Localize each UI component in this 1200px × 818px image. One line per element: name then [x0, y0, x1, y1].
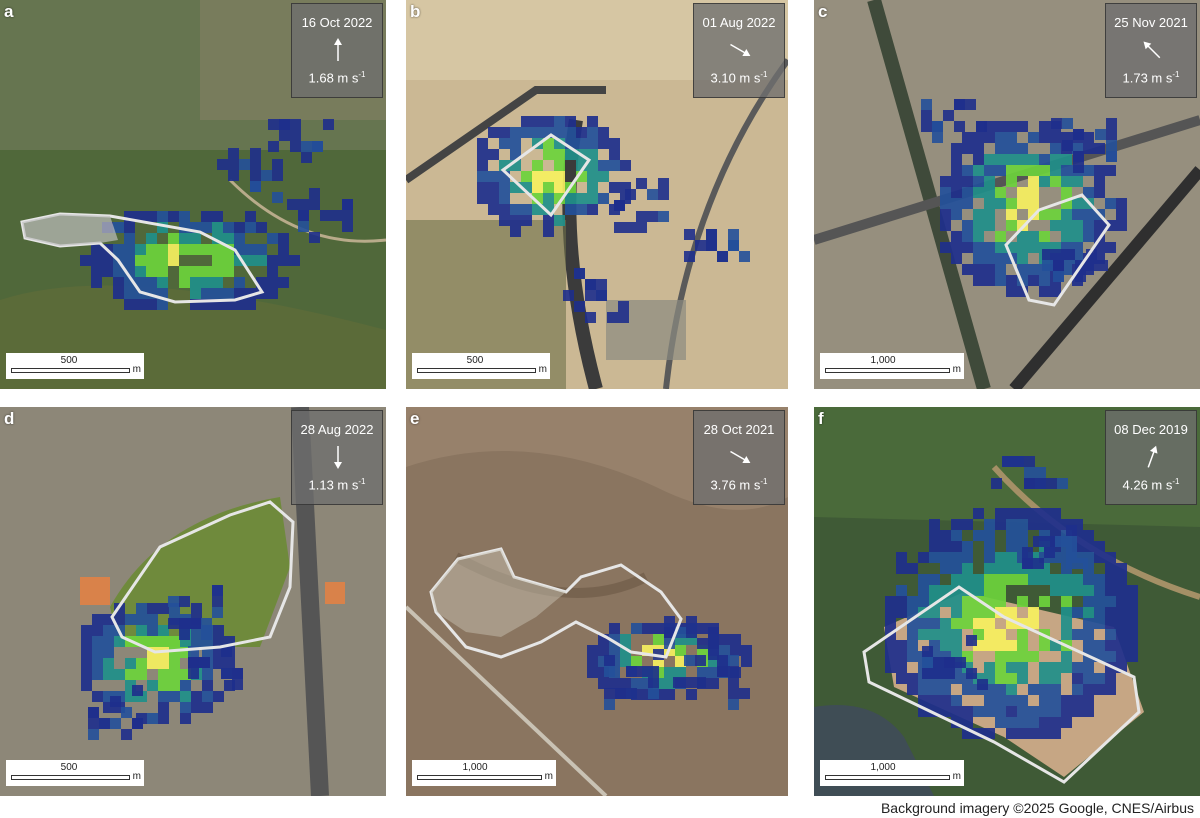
wind-speed: 4.26 m s-1: [1122, 477, 1180, 493]
wind-info-box: 28 Aug 2022 1.13 m s-1: [291, 410, 383, 505]
scale-unit: m: [132, 364, 141, 375]
scale-unit: m: [544, 771, 553, 782]
observation-date: 16 Oct 2022: [301, 15, 373, 30]
wind-speed: 1.13 m s-1: [308, 477, 366, 493]
observation-date: 25 Nov 2021: [1114, 15, 1188, 30]
imagery-credit: Background imagery ©2025 Google, CNES/Ai…: [880, 800, 1194, 816]
wind-info-box: 25 Nov 2021 1.73 m s-1: [1105, 3, 1197, 98]
scale-unit: m: [952, 771, 961, 782]
map-panel-c: c 25 Nov 2021 1.73 m s-1 1,000 m: [814, 0, 1200, 389]
site-outline-c: [1004, 193, 1111, 307]
wind-info-box: 08 Dec 2019 4.26 m s-1: [1105, 410, 1197, 505]
panel-label: d: [4, 409, 15, 428]
scale-value: 1,000: [462, 762, 488, 773]
map-panel-e: e 28 Oct 2021 3.76 m s-1 1,000 m: [406, 407, 788, 796]
methane-plume-e: [587, 616, 752, 710]
panel-label: f: [818, 409, 824, 428]
satellite-imagery-b: [406, 0, 788, 389]
methane-plume-d: [81, 585, 243, 740]
methane-plume-f: [885, 456, 1138, 739]
scale-bar: 500 m: [412, 353, 550, 379]
map-panel-f: f 08 Dec 2019 4.26 m s-1 1,000 m: [814, 407, 1200, 796]
scale-bar-line: [11, 775, 130, 780]
satellite-imagery-c: [814, 0, 1200, 389]
observation-date: 08 Dec 2019: [1114, 422, 1188, 437]
scale-bar: 500 m: [6, 353, 144, 379]
scale-value: 500: [466, 355, 484, 366]
wind-direction-arrow-icon: [730, 450, 751, 463]
scale-value: 500: [60, 762, 78, 773]
panel-label: c: [818, 2, 828, 21]
wind-info-box: 16 Oct 2022 1.68 m s-1: [291, 3, 383, 98]
wind-speed: 1.73 m s-1: [1122, 70, 1180, 86]
scale-value: 1,000: [870, 762, 896, 773]
scale-value: 1,000: [870, 355, 896, 366]
scale-bar: 1,000 m: [412, 760, 556, 786]
panel-label: a: [4, 2, 14, 21]
scale-unit: m: [132, 771, 141, 782]
scale-bar: 1,000 m: [820, 760, 964, 786]
scale-bar: 500 m: [6, 760, 144, 786]
wind-speed: 3.76 m s-1: [710, 477, 768, 493]
scale-bar-line: [11, 368, 130, 373]
scale-bar: 1,000 m: [820, 353, 964, 379]
panel-label: b: [410, 2, 421, 21]
scale-unit: m: [538, 364, 547, 375]
wind-info-box: 28 Oct 2021 3.76 m s-1: [693, 410, 785, 505]
scale-bar-line: [825, 775, 950, 780]
wind-direction-arrow-icon: [334, 446, 342, 469]
scale-bar-line: [417, 368, 536, 373]
scale-bar-line: [417, 775, 542, 780]
wind-direction-arrow-icon: [334, 38, 342, 61]
site-outline-d: [110, 500, 295, 654]
site-outline-f: [862, 585, 1141, 784]
scale-value: 500: [60, 355, 78, 366]
panel-label: e: [410, 409, 420, 428]
wind-speed: 3.10 m s-1: [710, 70, 768, 86]
wind-speed: 1.68 m s-1: [308, 70, 366, 86]
scale-bar-line: [825, 368, 950, 373]
map-panel-b: b 01 Aug 2022 3.10 m s-1 500 m: [406, 0, 788, 389]
observation-date: 01 Aug 2022: [702, 15, 776, 30]
wind-direction-arrow-icon: [730, 43, 751, 56]
wind-info-box: 01 Aug 2022 3.10 m s-1: [693, 3, 785, 98]
wind-direction-arrow-icon: [1147, 445, 1158, 468]
wind-direction-arrow-icon: [1143, 41, 1161, 59]
scale-unit: m: [952, 364, 961, 375]
map-panel-a: a 16 Oct 2022 1.68 m s-1 500 m: [0, 0, 386, 389]
methane-plume-c: [921, 99, 1127, 297]
observation-date: 28 Aug 2022: [300, 422, 374, 437]
site-outline-b: [500, 133, 592, 218]
map-panel-d: d 28 Aug 2022 1.13 m s-1 500 m: [0, 407, 386, 796]
observation-date: 28 Oct 2021: [703, 422, 775, 437]
